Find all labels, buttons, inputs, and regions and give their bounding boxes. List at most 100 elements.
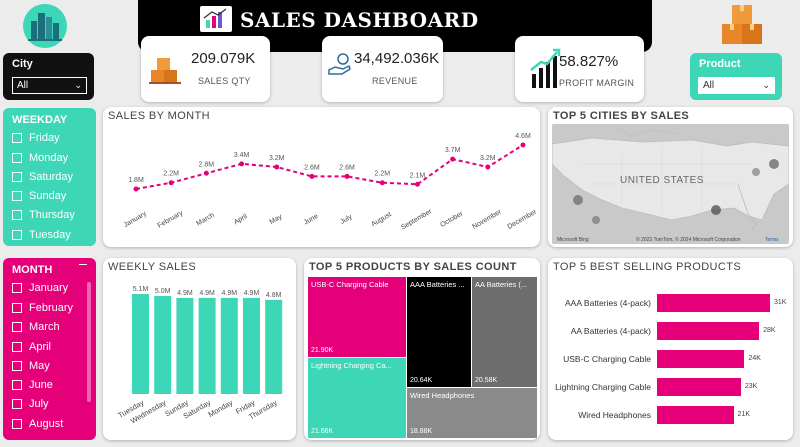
weekday-option-label: Saturday — [29, 171, 74, 183]
bar — [132, 294, 149, 394]
product-dropdown[interactable]: All ⌄ — [698, 77, 775, 94]
city-slicer-label: City — [12, 58, 33, 70]
x-tick-label: November — [471, 208, 503, 231]
data-label: 4.9M — [177, 290, 193, 297]
kpi-profit-margin-value: 58.827% — [559, 53, 619, 70]
month-option[interactable]: July — [12, 398, 49, 410]
x-tick-label: December — [507, 208, 539, 231]
x-tick-label: May — [268, 213, 283, 226]
top-cities-title: TOP 5 CITIES BY SALES — [553, 110, 690, 122]
checkbox[interactable] — [12, 342, 22, 352]
weekday-option-label: Sunday — [29, 190, 67, 202]
bar — [176, 297, 194, 394]
treemap-cell-value: 20.58K — [475, 377, 498, 384]
page-title: SALES DASHBOARD — [240, 8, 479, 32]
weekday-option[interactable]: Friday — [12, 132, 60, 144]
best-selling-chart: AAA Batteries (4-pack) 31K AA Batteries (4… — [548, 258, 793, 440]
treemap-cell[interactable]: AA Batteries (... 20.58K — [472, 277, 537, 387]
data-point — [203, 170, 209, 176]
city-slicer: City All ⌄ — [3, 53, 94, 100]
x-tick-label: February — [157, 209, 185, 229]
checkbox[interactable] — [12, 172, 22, 182]
map-terms-link[interactable]: Terms — [765, 237, 779, 243]
bar[interactable] — [657, 322, 760, 340]
data-label: 2.8M — [199, 161, 215, 168]
x-tick-label: July — [339, 213, 354, 226]
data-label: 3.2M — [269, 155, 285, 162]
data-label: 24K — [748, 355, 761, 362]
data-label: 3.2M — [480, 155, 496, 162]
checkbox[interactable] — [12, 191, 22, 201]
x-tick-label: October — [439, 210, 465, 229]
checkbox[interactable] — [12, 210, 22, 220]
x-tick-label: September — [400, 208, 434, 232]
weekday-slicer: WEEKDAY Friday Monday Saturday Sunday Th… — [3, 108, 96, 246]
growth-chart-icon — [530, 48, 561, 88]
checkbox[interactable] — [12, 133, 22, 143]
map-attribution-bing: Microsoft Bing — [557, 237, 589, 243]
month-option[interactable]: April — [12, 341, 51, 353]
weekday-option[interactable]: Sunday — [12, 190, 66, 202]
month-option[interactable]: June — [12, 379, 53, 391]
bar[interactable] — [657, 378, 741, 396]
data-label: 21K — [737, 411, 751, 418]
month-option[interactable]: May — [12, 360, 50, 372]
month-option[interactable]: August — [12, 418, 63, 430]
weekday-option-label: Friday — [29, 132, 60, 144]
city-logo — [22, 3, 68, 49]
chevron-down-icon: ⌄ — [74, 80, 82, 90]
data-point — [344, 173, 350, 179]
treemap-cell-label: USB-C Charging Cable — [311, 280, 389, 289]
weekday-option[interactable]: Tuesday — [12, 229, 71, 241]
checkbox[interactable] — [12, 322, 22, 332]
treemap-cell[interactable]: AAA Batteries ... 20.64K — [407, 277, 471, 387]
checkbox[interactable] — [12, 230, 22, 240]
bar[interactable] — [657, 294, 770, 312]
month-option-label: August — [29, 418, 64, 430]
month-option-label: April — [29, 341, 52, 353]
weekday-option[interactable]: Saturday — [12, 171, 73, 183]
treemap-cell[interactable]: USB-C Charging Cable 21.90K — [308, 277, 406, 357]
x-tick-label: August — [370, 211, 392, 228]
collapse-icon[interactable] — [79, 264, 87, 265]
treemap-cell-value: 18.88K — [410, 428, 433, 435]
month-option[interactable]: January — [12, 282, 68, 294]
data-label: 2.2M — [163, 171, 179, 178]
data-label: 4.9M — [222, 290, 238, 297]
map-canvas — [552, 124, 789, 244]
data-point — [485, 164, 491, 170]
bar-category-label: AA Batteries (4-pack) — [570, 326, 651, 336]
checkbox[interactable] — [12, 361, 22, 371]
city-dropdown[interactable]: All ⌄ — [12, 77, 87, 94]
map[interactable]: UNITED STATES Microsoft Bing © 2023 TomT… — [552, 124, 789, 244]
bar[interactable] — [657, 350, 745, 368]
checkbox[interactable] — [12, 303, 22, 313]
bar[interactable] — [657, 406, 734, 424]
treemap-cell-value: 21.66K — [311, 428, 334, 435]
treemap-cell[interactable]: Wired Headphones 18.88K — [407, 388, 537, 438]
checkbox[interactable] — [12, 153, 22, 163]
checkbox[interactable] — [12, 283, 22, 293]
product-slicer: Product All ⌄ — [690, 53, 782, 100]
data-point — [414, 181, 420, 187]
checkbox[interactable] — [12, 399, 22, 409]
weekday-option[interactable]: Thursday — [12, 209, 75, 221]
data-point — [274, 164, 280, 170]
month-option[interactable]: March — [12, 321, 60, 333]
x-tick-label: January — [123, 210, 148, 229]
data-label: 4.8M — [266, 292, 282, 299]
data-label: 3.4M — [234, 152, 250, 159]
data-label: 1.8M — [128, 177, 144, 184]
data-label: 2.2M — [374, 171, 390, 178]
weekly-sales-title: WEEKLY SALES — [108, 261, 197, 273]
month-option[interactable]: February — [12, 302, 73, 314]
best-selling-title: TOP 5 BEST SELLING PRODUCTS — [553, 261, 742, 273]
bar-category-label: AAA Batteries (4-pack) — [565, 298, 651, 308]
weekday-option[interactable]: Monday — [12, 152, 68, 164]
treemap-cell[interactable]: Lightning Charging Ca... 21.66K — [308, 358, 406, 438]
treemap-cell-label: Wired Headphones — [410, 391, 475, 400]
scrollbar[interactable] — [87, 282, 91, 402]
month-slicer-label: MONTH — [12, 264, 53, 276]
checkbox[interactable] — [12, 380, 22, 390]
checkbox[interactable] — [12, 419, 22, 429]
